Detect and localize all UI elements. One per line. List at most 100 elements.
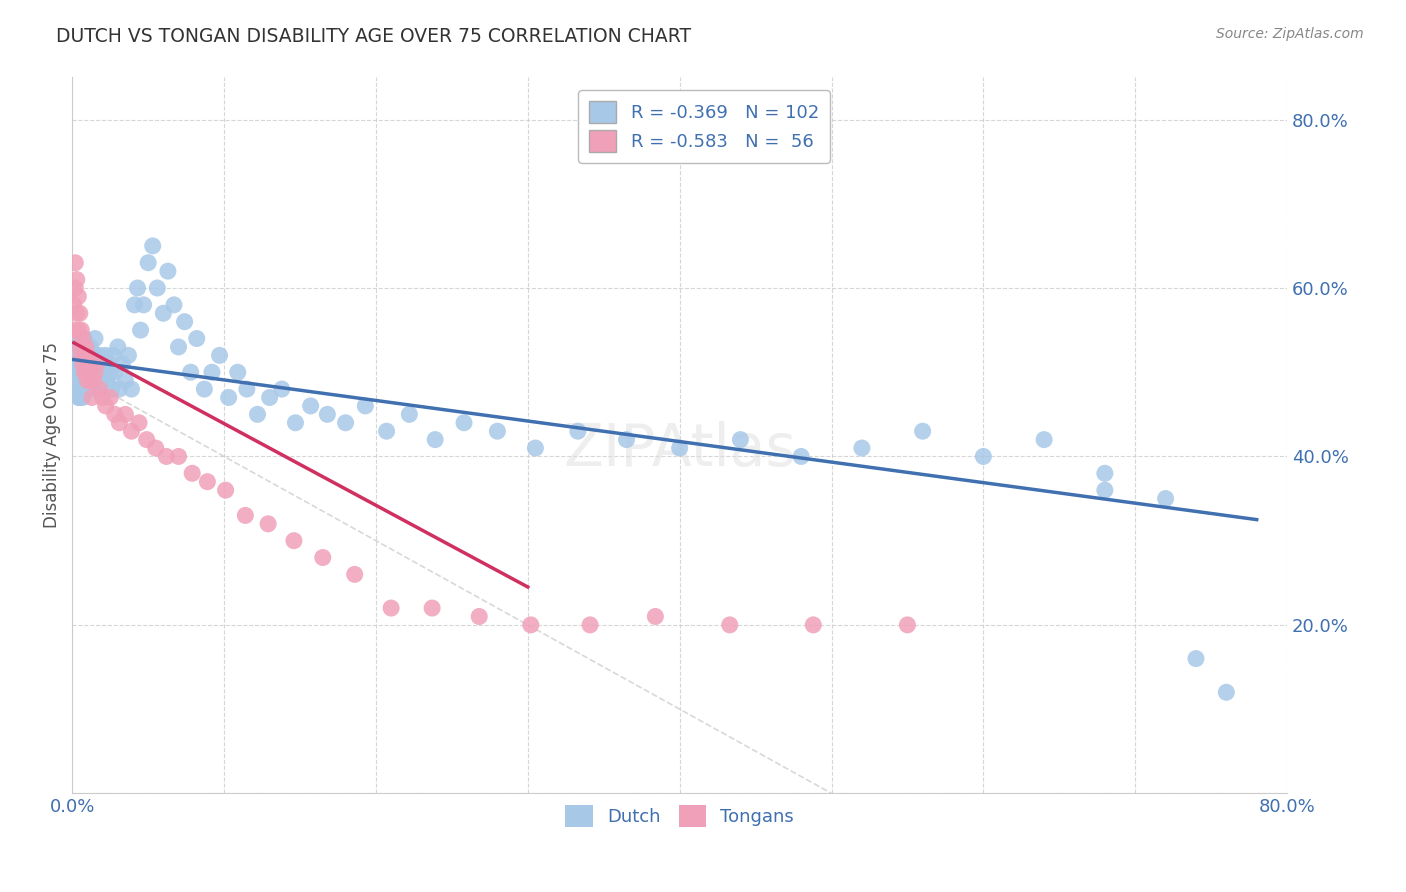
Point xyxy=(104,365,127,379)
Point xyxy=(73,365,96,379)
Point xyxy=(82,374,104,388)
Point xyxy=(1185,651,1208,665)
Point xyxy=(94,348,117,362)
Point xyxy=(82,348,104,362)
Point xyxy=(76,340,98,354)
Point xyxy=(579,618,602,632)
Point xyxy=(468,609,491,624)
Legend: Dutch, Tongans: Dutch, Tongans xyxy=(558,798,801,834)
Point xyxy=(270,382,292,396)
Point xyxy=(236,382,259,396)
Point xyxy=(80,374,103,388)
Point xyxy=(80,391,103,405)
Point xyxy=(524,441,547,455)
Point xyxy=(66,348,89,362)
Text: DUTCH VS TONGAN DISABILITY AGE OVER 75 CORRELATION CHART: DUTCH VS TONGAN DISABILITY AGE OVER 75 C… xyxy=(56,27,692,45)
Point xyxy=(89,365,111,379)
Point xyxy=(65,340,87,354)
Text: ZIPAtlas: ZIPAtlas xyxy=(564,421,796,478)
Point xyxy=(66,365,89,379)
Text: Source: ZipAtlas.com: Source: ZipAtlas.com xyxy=(1216,27,1364,41)
Point xyxy=(226,365,249,379)
Point xyxy=(72,391,94,405)
Point xyxy=(644,609,666,624)
Point xyxy=(180,365,202,379)
Point xyxy=(129,323,152,337)
Point xyxy=(335,416,357,430)
Point xyxy=(70,357,93,371)
Point xyxy=(108,382,131,396)
Point xyxy=(75,340,97,354)
Point xyxy=(111,357,134,371)
Point xyxy=(257,516,280,531)
Point xyxy=(108,416,131,430)
Point xyxy=(259,391,281,405)
Point xyxy=(70,382,93,396)
Point xyxy=(730,433,752,447)
Point xyxy=(283,533,305,548)
Point xyxy=(69,306,91,320)
Point xyxy=(1094,483,1116,497)
Point xyxy=(87,357,110,371)
Point xyxy=(152,306,174,320)
Point xyxy=(851,441,873,455)
Point xyxy=(93,365,115,379)
Point xyxy=(97,357,120,371)
Point xyxy=(486,424,509,438)
Point xyxy=(79,365,101,379)
Point xyxy=(62,298,84,312)
Point xyxy=(66,382,89,396)
Point xyxy=(77,357,100,371)
Point xyxy=(186,332,208,346)
Point xyxy=(181,467,204,481)
Point xyxy=(343,567,366,582)
Point xyxy=(718,618,741,632)
Point xyxy=(136,256,159,270)
Point xyxy=(103,348,125,362)
Point xyxy=(896,618,918,632)
Point xyxy=(132,298,155,312)
Point xyxy=(67,357,90,371)
Point xyxy=(398,408,420,422)
Point xyxy=(91,391,114,405)
Point xyxy=(62,323,84,337)
Point xyxy=(69,365,91,379)
Point xyxy=(299,399,322,413)
Point xyxy=(616,433,638,447)
Point xyxy=(316,408,339,422)
Point xyxy=(1154,491,1177,506)
Point xyxy=(567,424,589,438)
Point xyxy=(90,374,112,388)
Point xyxy=(91,357,114,371)
Point xyxy=(65,374,87,388)
Point xyxy=(96,374,118,388)
Point xyxy=(66,272,89,286)
Point xyxy=(142,239,165,253)
Point xyxy=(1033,433,1056,447)
Point xyxy=(114,408,136,422)
Point xyxy=(72,332,94,346)
Point xyxy=(76,374,98,388)
Point xyxy=(107,340,129,354)
Point xyxy=(98,365,121,379)
Point xyxy=(453,416,475,430)
Point xyxy=(218,391,240,405)
Point xyxy=(193,382,215,396)
Point xyxy=(354,399,377,413)
Point xyxy=(972,450,994,464)
Point xyxy=(89,348,111,362)
Point xyxy=(520,618,543,632)
Point xyxy=(128,416,150,430)
Point xyxy=(84,365,107,379)
Point xyxy=(65,281,87,295)
Point xyxy=(246,408,269,422)
Point xyxy=(114,374,136,388)
Point xyxy=(72,348,94,362)
Point xyxy=(69,340,91,354)
Point xyxy=(70,340,93,354)
Point xyxy=(69,340,91,354)
Point xyxy=(72,365,94,379)
Point xyxy=(62,365,84,379)
Point xyxy=(76,348,98,362)
Point xyxy=(73,357,96,371)
